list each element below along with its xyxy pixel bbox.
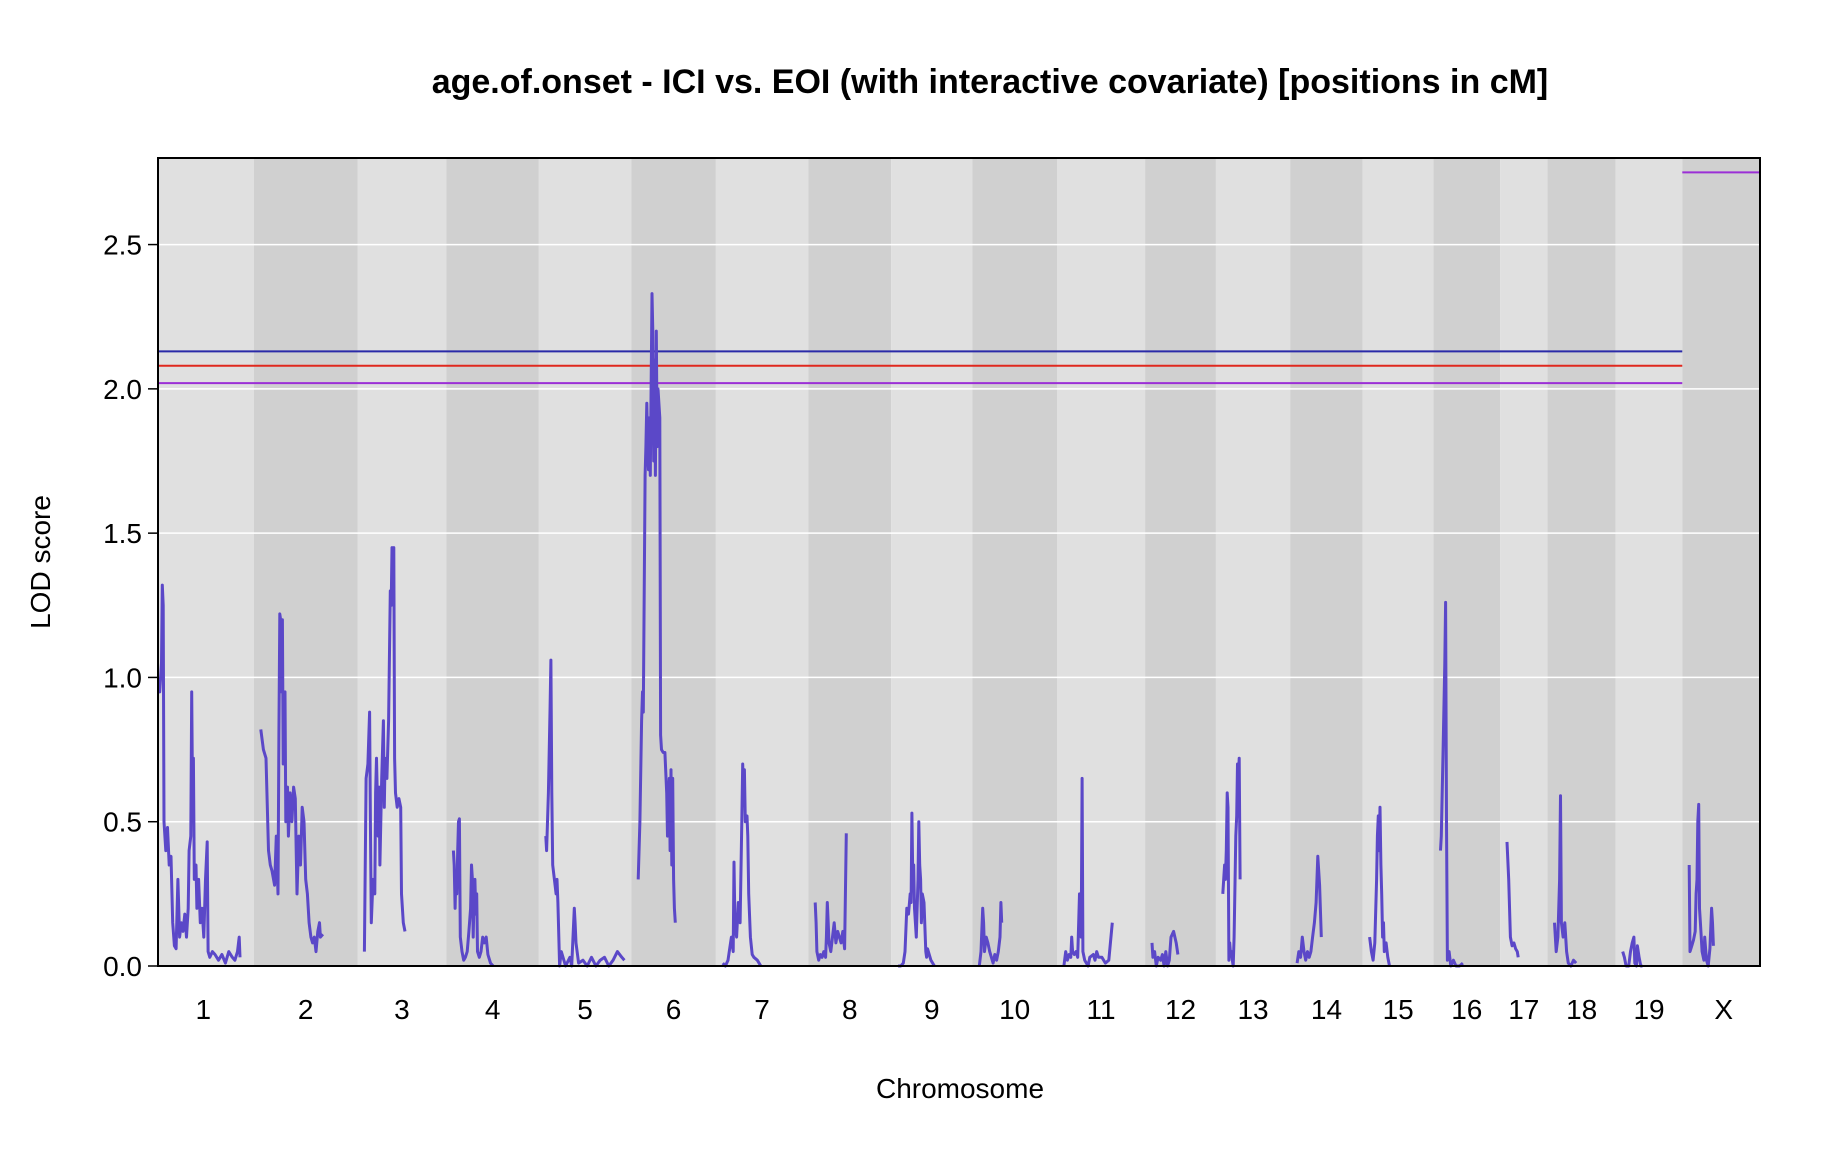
y-tick-label: 0.5: [103, 807, 142, 838]
lod-curve-chr-1: [157, 583, 242, 965]
x-axis-label: Chromosome: [876, 1073, 1044, 1104]
plot-frame: [157, 157, 1761, 967]
x-tick-label: 6: [666, 994, 682, 1025]
x-tick-label: 14: [1311, 994, 1342, 1025]
x-tick-label: 15: [1383, 994, 1414, 1025]
y-tick-label: 0.0: [103, 951, 142, 982]
chart-title: age.of.onset - ICI vs. EOI (with interac…: [432, 63, 1549, 101]
chromosome-band-12: [1145, 158, 1216, 966]
x-tick-label: 5: [577, 994, 593, 1025]
lod-curve-chr-4: [451, 817, 495, 968]
chromosome-band-16: [1433, 158, 1501, 966]
lod-curve-chr-15: [1368, 805, 1391, 967]
chromosome-band-10: [972, 158, 1058, 966]
x-axis-ticks: 1 2 3 4 5 6 7 8 9 10 11 12 13 14 15 16 17 18 19 X: [196, 994, 1734, 1025]
threshold-lines: [158, 171, 1760, 385]
chromosome-band-17: [1500, 158, 1548, 966]
x-tick-label: 7: [754, 994, 770, 1025]
chromosome-band-1: [158, 158, 254, 966]
chromosome-band-9: [891, 158, 973, 966]
lod-curve-chr-2: [259, 612, 325, 954]
chromosome-band-4: [446, 158, 539, 966]
x-tick-label: 8: [842, 994, 858, 1025]
x-tick-label: 4: [485, 994, 501, 1025]
x-tick-label: 16: [1451, 994, 1482, 1025]
lod-curve-chr-13: [1221, 756, 1242, 968]
y-tick-label: 2.5: [103, 230, 142, 261]
chromosome-band-X: [1682, 158, 1760, 966]
x-tick-label: 9: [924, 994, 940, 1025]
y-tick-label: 2.0: [103, 374, 142, 405]
x-tick-label: 18: [1566, 994, 1597, 1025]
lod-curve-chr-11: [1062, 776, 1114, 968]
x-tick-label: X: [1714, 994, 1733, 1025]
x-tick-label: 17: [1508, 994, 1539, 1025]
x-tick-label: 2: [298, 994, 314, 1025]
chromosome-band-15: [1362, 158, 1434, 966]
lod-curve-chr-17: [1505, 841, 1520, 958]
x-tick-label: 1: [196, 994, 212, 1025]
chromosome-band-19: [1615, 158, 1683, 966]
y-tick-label: 1.0: [103, 662, 142, 693]
chromosome-bands: [158, 158, 1760, 966]
lod-curve-chr-10: [977, 901, 1004, 967]
chromosome-band-8: [808, 158, 892, 966]
chromosome-band-11: [1057, 158, 1146, 966]
x-tick-label: 13: [1237, 994, 1268, 1025]
lod-curves: [157, 292, 1715, 968]
lod-curve-chr-14: [1295, 854, 1323, 964]
x-tick-label: 12: [1165, 994, 1196, 1025]
chromosome-band-18: [1547, 158, 1616, 966]
chromosome-band-5: [538, 158, 632, 966]
x-tick-label: 11: [1087, 994, 1116, 1025]
y-axis-label: LOD score: [25, 495, 56, 629]
y-axis-ticks: 0.0 0.5 1.0 1.5 2.0 2.5: [103, 230, 158, 982]
x-tick-label: 3: [394, 994, 410, 1025]
lod-curve-chr-3: [362, 546, 407, 952]
lod-curve-chr-8: [813, 833, 848, 962]
y-tick-label: 1.5: [103, 518, 142, 549]
lod-curve-chr-X: [1687, 802, 1715, 968]
chromosome-band-7: [715, 158, 809, 966]
lod-curve-chr-6: [636, 292, 677, 923]
chromosome-band-14: [1290, 158, 1363, 966]
lod-curve-chr-7: [721, 762, 763, 968]
lod-curve-chr-9: [898, 811, 936, 968]
x-tick-label: 19: [1633, 994, 1664, 1025]
x-tick-label: 10: [999, 994, 1030, 1025]
